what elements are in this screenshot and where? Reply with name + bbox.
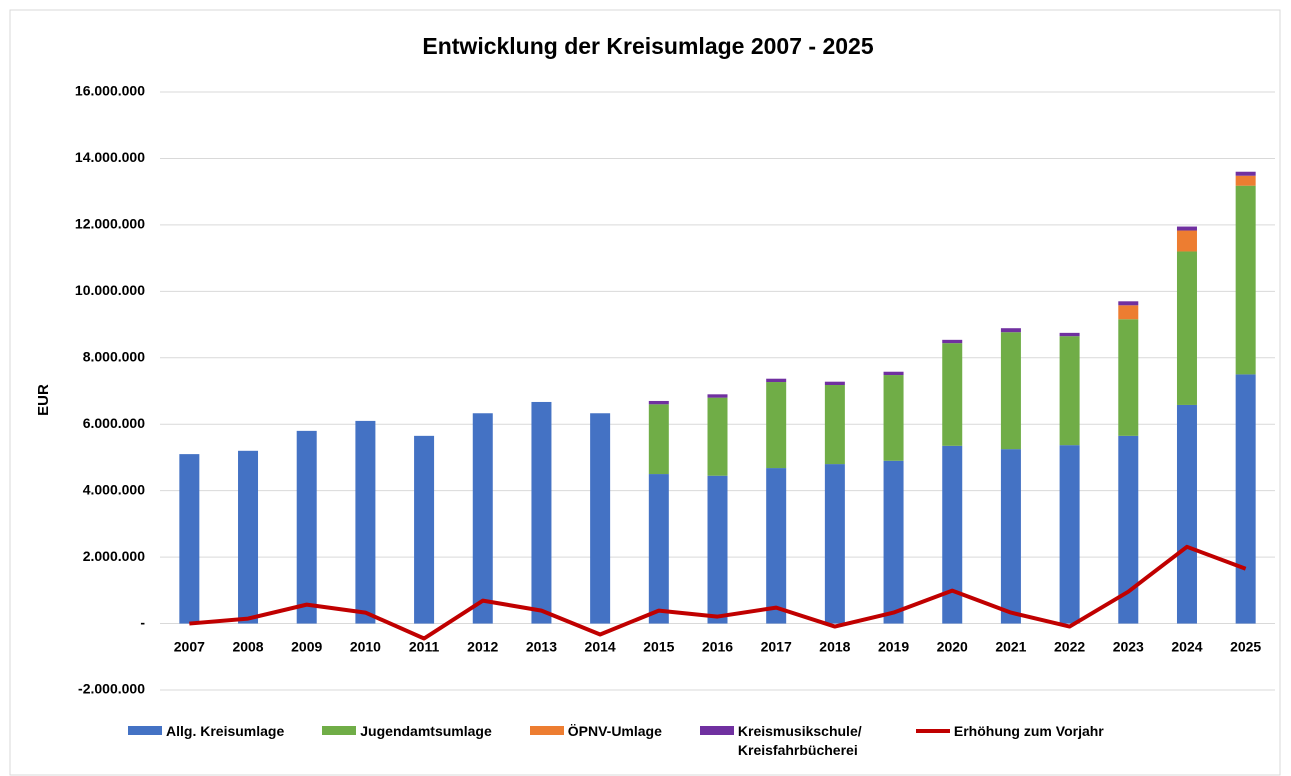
bar: [472, 413, 493, 624]
x-tick-label: 2015: [643, 639, 674, 655]
bar: [1176, 226, 1197, 231]
y-tick-label: 14.000.000: [75, 149, 145, 165]
bar: [1059, 445, 1080, 624]
bar: [1235, 185, 1256, 375]
bar: [1118, 435, 1139, 624]
bar: [942, 339, 963, 344]
bar: [824, 381, 845, 386]
x-tick-label: 2012: [467, 639, 498, 655]
line: [189, 544, 1247, 641]
bar: [883, 460, 904, 624]
x-tick-label: 2018: [819, 639, 850, 655]
x-tick-label: 2014: [585, 639, 616, 655]
legend-swatch: [699, 726, 734, 735]
y-tick-label: -2.000.000: [78, 681, 145, 697]
legend-item: ÖPNV-Umlage: [529, 722, 662, 760]
bar: [824, 385, 845, 465]
y-tick-label: 8.000.000: [83, 348, 145, 364]
bar: [766, 382, 787, 469]
x-tick-label: 2011: [409, 639, 440, 655]
bar: [1000, 328, 1021, 333]
bar: [883, 371, 904, 376]
x-tick-label: 2013: [526, 639, 557, 655]
legend-swatch: [915, 729, 950, 733]
y-tick-label: 12.000.000: [75, 216, 145, 232]
bar: [1235, 175, 1256, 186]
y-tick-label: 2.000.000: [83, 548, 145, 564]
bar: [1118, 301, 1139, 306]
x-tick-label: 2019: [878, 639, 909, 655]
bar: [942, 343, 963, 446]
y-tick-label: 6.000.000: [83, 415, 145, 431]
legend-swatch: [128, 726, 162, 735]
x-tick-label: 2021: [995, 639, 1026, 655]
x-tick-label: 2016: [702, 639, 733, 655]
bar: [1176, 404, 1197, 624]
legend-label: Erhöhung zum Vorjahr: [953, 723, 1104, 739]
bar: [355, 420, 376, 624]
legend-item: Kreismusikschule/ Kreisfahrbücherei: [699, 722, 878, 760]
legend-label: Allg. Kreisumlage: [166, 723, 285, 739]
bar: [590, 413, 611, 624]
x-tick-label: 2024: [1171, 639, 1202, 655]
x-tick-label: 2025: [1230, 639, 1261, 655]
x-tick-label: 2010: [350, 639, 381, 655]
bar: [531, 401, 552, 624]
y-tick-label: 4.000.000: [83, 481, 145, 497]
bar: [1118, 305, 1139, 320]
legend-swatch: [322, 726, 357, 735]
chart-border: [9, 9, 1281, 776]
bar: [1235, 171, 1256, 176]
bar: [414, 435, 435, 624]
bar: [296, 430, 317, 624]
x-tick-label: 2020: [937, 639, 968, 655]
legend-item: Erhöhung zum Vorjahr: [915, 722, 1104, 760]
bar: [707, 475, 728, 624]
legend-label: Kreismusikschule/ Kreisfahrbücherei: [737, 723, 862, 758]
x-tick-label: 2009: [291, 639, 322, 655]
chart-title: Entwicklung der Kreisumlage 2007 - 2025: [422, 33, 873, 59]
bar: [942, 445, 963, 624]
x-tick-label: 2008: [232, 639, 263, 655]
bar: [238, 450, 259, 624]
y-axis-label: EUR: [35, 384, 52, 416]
legend-label: ÖPNV-Umlage: [567, 723, 662, 739]
bar: [883, 375, 904, 461]
legend-item: Jugendamtsumlage: [322, 722, 492, 760]
legend: Allg. Kreisumlage Jugendamtsumlage ÖPNV-Um…: [128, 722, 1142, 760]
bar: [824, 464, 845, 624]
x-tick-label: 2023: [1113, 639, 1144, 655]
bar: [707, 394, 728, 398]
bar: [1176, 251, 1197, 405]
legend-label: Jugendamtsumlage: [360, 723, 492, 739]
bar: [1000, 332, 1021, 450]
bar: [648, 404, 669, 475]
x-tick-label: 2022: [1054, 639, 1085, 655]
legend-item: Allg. Kreisumlage: [128, 722, 284, 760]
bar: [707, 397, 728, 476]
bar: [766, 378, 787, 383]
bar: [1118, 319, 1139, 436]
bar: [1176, 230, 1197, 252]
bar: [648, 400, 669, 405]
y-tick-label: -: [140, 614, 145, 630]
bar: [1235, 374, 1256, 624]
x-tick-label: 2007: [174, 639, 205, 655]
bar: [1059, 332, 1080, 337]
legend-swatch: [529, 726, 564, 735]
y-tick-label: 10.000.000: [75, 282, 145, 298]
x-tick-label: 2017: [761, 639, 792, 655]
bar: [1000, 449, 1021, 624]
bar: [648, 474, 669, 624]
bar: [179, 454, 200, 624]
bar: [1059, 336, 1080, 446]
y-tick-label: 16.000.000: [75, 83, 145, 99]
bar: [766, 468, 787, 624]
